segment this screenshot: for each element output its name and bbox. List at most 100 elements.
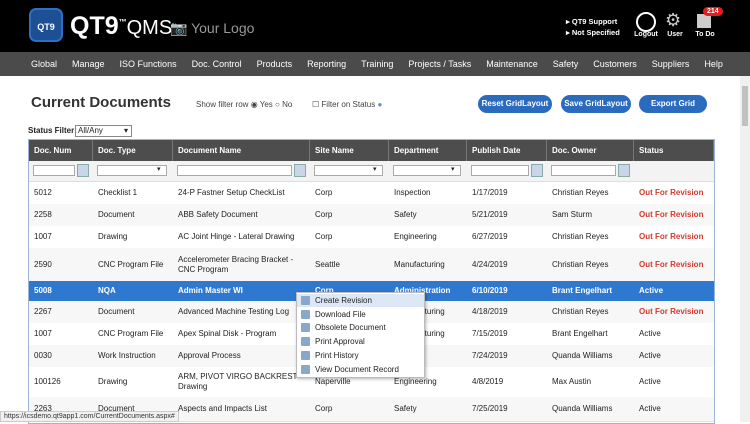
menu-label: Print History — [315, 350, 359, 360]
filter-button[interactable] — [531, 164, 543, 177]
status-filter-select[interactable]: All/Any ▾ — [75, 125, 132, 137]
nav-item[interactable]: Safety — [552, 59, 579, 69]
grid-button[interactable]: Save GridLayout — [561, 95, 631, 113]
grid-header — [29, 140, 714, 161]
nav-item[interactable]: Doc. Control — [191, 59, 242, 69]
menu-icon — [301, 323, 310, 333]
column-header[interactable]: Doc. Type — [93, 140, 173, 161]
menu-label: View Document Record — [315, 364, 399, 374]
grid-cell: Active — [639, 286, 664, 295]
grid-cell: 7/24/2019 — [472, 351, 508, 360]
grid-cell: 2590 — [34, 259, 52, 269]
nav-item[interactable]: ISO Functions — [119, 59, 177, 69]
grid-cell: Aspects and Impacts List — [178, 404, 267, 413]
grid-button[interactable]: Export Grid — [639, 95, 707, 113]
logout-icon[interactable] — [636, 12, 656, 32]
logo-suffix: QMS — [126, 17, 173, 39]
no-label[interactable]: No — [282, 100, 293, 109]
user-info: ▸ QT9 Support ▸ Not Specified — [566, 16, 620, 38]
filter-input[interactable] — [551, 165, 616, 176]
menu-item[interactable]: Obsolete Document — [297, 321, 424, 334]
header: QT9 QT9™QMS 📷 Your Logo ▸ QT9 Support ▸ … — [0, 0, 750, 52]
todo-label[interactable]: To Do — [695, 31, 715, 38]
grid-cell: Quanda Williams — [552, 404, 613, 413]
menu-item[interactable]: Download File — [297, 308, 424, 321]
filter-input[interactable] — [97, 165, 167, 176]
grid-cell: 4/24/2019 — [472, 259, 508, 269]
filter-button[interactable] — [294, 164, 306, 177]
logo-name: QT9 — [70, 12, 119, 40]
scroll-thumb[interactable] — [742, 86, 748, 126]
grid-cell: ARM, PIVOT VIRGO BACKREST Drawing — [178, 372, 298, 391]
grid-cell: Out For Revision — [639, 232, 704, 241]
nav-item[interactable]: Reporting — [307, 59, 347, 69]
grid-cell: Document — [98, 404, 135, 413]
your-logo-text: Your Logo — [191, 20, 255, 36]
context-menu: Create Revision Download File Obsolete Doc… — [296, 292, 425, 378]
yes-label[interactable]: Yes — [259, 100, 273, 109]
grid-cell: Inspection — [394, 188, 431, 197]
grid-button[interactable]: Reset GridLayout — [478, 95, 552, 113]
grid-row[interactable] — [29, 248, 714, 282]
filter-input[interactable] — [314, 165, 383, 176]
filter-input[interactable] — [177, 165, 292, 176]
user-label[interactable]: User — [667, 31, 683, 38]
nav-item[interactable]: Training — [361, 59, 394, 69]
column-header[interactable]: Site Name — [310, 140, 389, 161]
menu-item[interactable]: Create Revision — [297, 294, 424, 307]
filter-button[interactable] — [618, 164, 630, 177]
grid-cell: CNC Program File — [98, 259, 164, 269]
nav-item[interactable]: Products — [256, 59, 293, 69]
column-header[interactable]: Department — [389, 140, 467, 161]
column-header[interactable]: Document Name — [173, 140, 310, 161]
filter-dropdown[interactable]: ▾ — [373, 166, 377, 173]
column-header[interactable]: Publish Date — [467, 140, 547, 161]
grid-cell: 5012 — [34, 188, 52, 197]
filter-input[interactable] — [33, 165, 75, 176]
grid-cell: Sam Sturm — [552, 210, 593, 219]
menu-icon — [301, 337, 310, 347]
grid-cell: Document — [98, 307, 135, 316]
grid-cell: Drawing — [98, 232, 128, 241]
grid-cell: Corp — [315, 188, 333, 197]
nav-item[interactable]: Customers — [593, 59, 637, 69]
nav-item[interactable]: Projects / Tasks — [408, 59, 472, 69]
todo-icon[interactable] — [697, 14, 711, 28]
nav-item[interactable]: Manage — [72, 59, 105, 69]
menu-item[interactable]: View Document Record — [297, 363, 424, 376]
status-filter-label: Status Filter: — [28, 126, 77, 135]
filter-input[interactable] — [393, 165, 461, 176]
grid-cell: CNC Program File — [98, 329, 164, 338]
menu-item[interactable]: Print Approval — [297, 335, 424, 348]
nav-item[interactable]: Global — [31, 59, 58, 69]
grid-cell: Advanced Machine Testing Log — [178, 307, 290, 316]
filter-button[interactable] — [77, 164, 89, 177]
menu-label: Obsolete Document — [315, 323, 386, 333]
filter-dropdown[interactable]: ▾ — [157, 166, 161, 173]
menu-label: Print Approval — [315, 337, 365, 347]
filter-input[interactable] — [471, 165, 529, 176]
grid-cell: Seattle — [315, 259, 340, 269]
nav-item[interactable]: Maintenance — [486, 59, 538, 69]
menu-item[interactable]: Print History — [297, 349, 424, 362]
grid-cell: Admin Master WI — [178, 286, 243, 295]
grid-cell: AC Joint Hinge - Lateral Drawing — [178, 232, 295, 241]
grid-cell: 100126 — [34, 377, 61, 386]
grid-cell: Christian Reyes — [552, 232, 609, 241]
column-header[interactable]: Status — [634, 140, 714, 161]
grid-cell: Active — [639, 404, 661, 413]
column-header[interactable]: Doc. Owner — [547, 140, 634, 161]
grid-cell: Accelerometer Bracing Bracket - CNC Prog… — [178, 254, 294, 274]
column-header[interactable]: Doc. Num — [29, 140, 93, 161]
logout-label[interactable]: Logout — [634, 31, 658, 38]
nav-item[interactable]: Suppliers — [651, 59, 690, 69]
filter-status[interactable]: ☐ Filter on Status ● — [312, 100, 383, 109]
nav-item[interactable]: Help — [704, 59, 723, 69]
filter-dropdown[interactable]: ▾ — [451, 166, 455, 173]
status-bar: https://icsdemo.qt9app1.com/CurrentDocum… — [0, 411, 179, 422]
grid-cell: 2263 — [34, 404, 52, 413]
grid-cell: 5008 — [34, 286, 52, 295]
filter-row-toggle: Show filter row ◉ Yes ○ No — [196, 100, 293, 109]
user-icon[interactable]: ⚙ — [665, 10, 682, 30]
logo-mark[interactable]: QT9 — [29, 8, 63, 42]
